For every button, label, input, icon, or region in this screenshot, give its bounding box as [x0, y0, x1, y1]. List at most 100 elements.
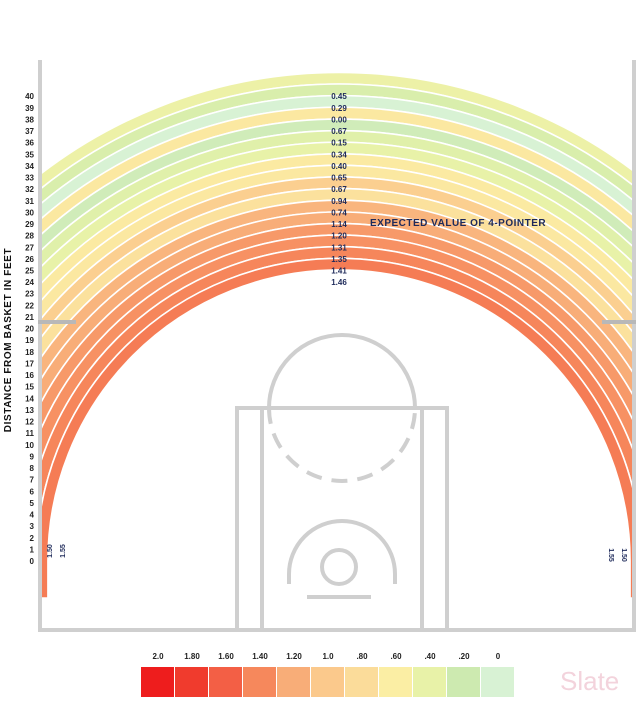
y-tick-label: 24	[25, 278, 34, 287]
legend-label: 1.40	[252, 652, 268, 661]
y-tick-label: 27	[25, 243, 34, 252]
corner-label: 1.50	[620, 548, 627, 562]
legend-label: .20	[458, 652, 470, 661]
y-axis-ticks: 0123456789101112131415161718192021222324…	[25, 92, 34, 566]
arc-value-label: 1.31	[331, 243, 347, 252]
free-throw-circle-bottom	[267, 407, 417, 483]
y-tick-label: 36	[25, 139, 34, 148]
y-tick-label: 31	[25, 197, 34, 206]
y-tick-label: 28	[25, 232, 34, 241]
y-tick-label: 10	[25, 441, 34, 450]
legend-label: 1.80	[184, 652, 200, 661]
legend-swatch	[277, 667, 310, 697]
y-tick-label: 26	[25, 255, 34, 264]
y-tick-label: 14	[25, 394, 34, 403]
y-tick-label: 35	[25, 150, 34, 159]
legend-label: 1.0	[322, 652, 334, 661]
y-tick-label: 33	[25, 174, 34, 183]
court-lines	[38, 60, 636, 632]
legend-label: 0	[496, 652, 501, 661]
y-tick-label: 8	[30, 464, 35, 473]
y-tick-label: 22	[25, 301, 34, 310]
y-tick-label: 7	[30, 476, 35, 485]
arc-value-label: 0.94	[331, 197, 347, 206]
legend-label: .80	[356, 652, 368, 661]
y-tick-label: 13	[25, 406, 34, 415]
y-tick-label: 12	[25, 418, 34, 427]
corner-label: 1.55	[60, 544, 67, 558]
y-tick-label: 20	[25, 325, 34, 334]
legend-swatch	[175, 667, 208, 697]
lane-inner	[260, 406, 424, 632]
arc-value-label: 1.46	[331, 278, 347, 287]
legend-label: 1.20	[286, 652, 302, 661]
y-tick-label: 37	[25, 127, 34, 136]
legend-swatch	[447, 667, 480, 697]
y-tick-label: 6	[30, 487, 35, 496]
arc-value-labels: 0.45 0.29 0.00 0.67 0.15 0.34 0.40 0.65 0.67 0.94…	[331, 92, 347, 287]
legend-swatch	[311, 667, 344, 697]
arc-value-label: 0.45	[331, 92, 347, 101]
y-tick-label: 9	[30, 452, 35, 461]
legend-swatch	[243, 667, 276, 697]
arc-value-label: 0.65	[331, 174, 347, 183]
arc-value-label: 0.74	[331, 208, 347, 217]
arc-value-label: 1.14	[331, 220, 347, 229]
legend-swatch	[345, 667, 378, 697]
arc-value-label: 0.34	[331, 150, 347, 159]
free-throw-circle-top	[267, 333, 417, 409]
y-tick-label: 11	[26, 429, 35, 438]
y-tick-label: 19	[25, 336, 34, 345]
corner-label: 1.50	[47, 544, 54, 558]
y-tick-label: 34	[25, 162, 34, 171]
y-tick-label: 32	[25, 185, 34, 194]
arc-value-label: 1.35	[331, 255, 347, 264]
arc-value-label: 0.29	[331, 104, 347, 113]
y-tick-label: 15	[25, 383, 34, 392]
annotation-label: EXPECTED VALUE OF 4-POINTER	[370, 218, 546, 229]
y-tick-label: 39	[25, 104, 34, 113]
y-tick-label: 4	[30, 511, 35, 520]
arc-value-label: 1.41	[331, 267, 347, 276]
arc-value-label: 0.15	[331, 139, 347, 148]
legend-swatch	[379, 667, 412, 697]
restricted-area	[287, 519, 397, 584]
y-tick-label: 40	[25, 92, 34, 101]
legend-label: .40	[424, 652, 436, 661]
y-tick-label: 16	[25, 371, 34, 380]
arc-value-label: 0.40	[331, 162, 347, 171]
legend-label: 2.0	[152, 652, 164, 661]
y-tick-label: 2	[30, 534, 35, 543]
legend-label: .60	[390, 652, 402, 661]
arc-value-label: 0.00	[331, 115, 347, 124]
legend-swatch	[481, 667, 514, 697]
y-tick-label: 23	[25, 290, 34, 299]
y-tick-label: 25	[25, 267, 34, 276]
y-tick-label: 30	[25, 208, 34, 217]
corner-label: 1.55	[607, 548, 614, 562]
legend-label: 1.60	[218, 652, 234, 661]
y-tick-label: 1	[30, 545, 35, 554]
arc-value-label: 0.67	[331, 127, 347, 136]
y-tick-label: 38	[25, 115, 34, 124]
y-tick-label: 17	[25, 359, 34, 368]
legend-swatch	[141, 667, 174, 697]
arc-bands	[42, 71, 632, 598]
arc-value-label: 0.67	[331, 185, 347, 194]
corner-labels: 1.50 1.55 1.55 1.50	[47, 544, 627, 562]
arc-value-label: 1.20	[331, 232, 347, 241]
y-tick-label: 3	[30, 522, 35, 531]
y-tick-label: 18	[25, 348, 34, 357]
y-tick-label: 29	[25, 220, 34, 229]
basket-rim	[320, 548, 358, 586]
y-tick-label: 21	[25, 313, 34, 322]
y-tick-label: 5	[30, 499, 35, 508]
color-legend: 2.0 1.80 1.60 1.40 1.20 1.0 .80 .60 .40 .20 0	[141, 652, 514, 697]
legend-swatch	[413, 667, 446, 697]
y-tick-label: 0	[30, 557, 35, 566]
legend-swatch	[209, 667, 242, 697]
slate-logo: Slate	[560, 666, 619, 696]
arc-band-24ft	[42, 257, 632, 598]
y-axis-label: DISTANCE FROM BASKET IN FEET	[3, 248, 14, 432]
